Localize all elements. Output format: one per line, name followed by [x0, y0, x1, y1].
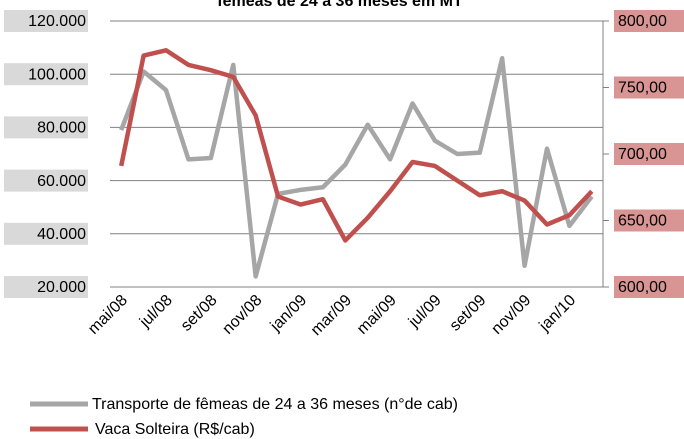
y2-tick-label: 800,00: [618, 13, 667, 30]
chart-title: fêmeas de 24 a 36 meses em MT: [217, 0, 463, 10]
x-tick-label: set/09: [447, 292, 490, 335]
x-tick-label: jan/10: [536, 292, 580, 336]
y-tick-label: 60.000: [37, 173, 86, 190]
y-tick-label: 40.000: [37, 226, 86, 243]
x-tick-label: nov/09: [488, 292, 534, 338]
y2-tick-label: 750,00: [618, 80, 667, 97]
y2-tick-label: 600,00: [618, 279, 667, 296]
tick-label-bg: [614, 209, 684, 232]
tick-label-bg: [4, 63, 88, 86]
legend-label: Vaca Solteira (R$/cab): [95, 421, 255, 438]
x-tick-label: jul/08: [136, 292, 176, 332]
tick-label-bg: [614, 143, 684, 165]
x-tick-label: mar/09: [308, 292, 355, 339]
x-tick-label: mai/09: [354, 292, 400, 338]
tick-label-bg: [614, 10, 684, 32]
series-line: [118, 48, 594, 243]
tick-label-bg: [4, 116, 88, 139]
y2-tick-label: 650,00: [618, 213, 667, 230]
y2-tick-label: 700,00: [618, 146, 667, 163]
y-tick-label: 120.000: [28, 13, 86, 30]
x-tick-label: jan/09: [267, 292, 311, 336]
tick-label-bg: [4, 222, 88, 245]
x-tick-label: mai/08: [85, 292, 131, 338]
tick-label-bg: [614, 76, 684, 99]
x-tick-label: set/08: [178, 292, 221, 335]
tick-label-bg: [4, 169, 88, 192]
x-tick-label: jul/09: [405, 292, 445, 332]
tick-label-bg: [4, 10, 88, 32]
y-tick-label: 80.000: [37, 120, 86, 137]
y-tick-label: 100.000: [28, 66, 86, 83]
series-line: [119, 55, 594, 279]
legend-label: Transporte de fêmeas de 24 a 36 meses (n…: [92, 396, 458, 413]
tick-label-bg: [4, 276, 88, 298]
y-tick-label: 20.000: [37, 279, 86, 296]
tick-label-bg: [614, 276, 684, 298]
x-tick-label: nov/08: [219, 292, 265, 338]
